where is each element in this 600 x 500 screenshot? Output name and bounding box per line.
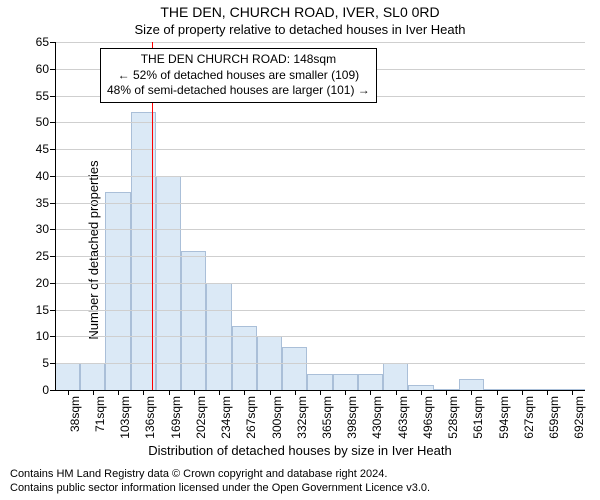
gridline — [55, 256, 585, 257]
xtick-mark — [194, 390, 195, 395]
ytick-label: 10 — [19, 329, 49, 343]
ytick-label: 15 — [19, 303, 49, 317]
xtick-label: 267sqm — [244, 396, 258, 439]
gridline — [55, 229, 585, 230]
xtick-label: 561sqm — [471, 396, 485, 439]
page-subtitle: Size of property relative to detached ho… — [0, 22, 600, 37]
ytick-label: 35 — [19, 196, 49, 210]
ytick-label: 40 — [19, 169, 49, 183]
xtick-mark — [93, 390, 94, 395]
bar — [358, 374, 383, 390]
xtick-label: 398sqm — [345, 396, 359, 439]
xtick-label: 528sqm — [446, 396, 460, 439]
plot-area: 0510152025303540455055606538sqm71sqm103s… — [55, 42, 585, 390]
ytick-label: 20 — [19, 276, 49, 290]
gridline — [55, 336, 585, 337]
ytick-label: 45 — [19, 142, 49, 156]
xtick-mark — [244, 390, 245, 395]
xtick-label: 430sqm — [370, 396, 384, 439]
bar — [232, 326, 257, 390]
ytick-label: 25 — [19, 249, 49, 263]
xtick-mark — [143, 390, 144, 395]
legend-box: THE DEN CHURCH ROAD: 148sqm← 52% of deta… — [100, 48, 377, 103]
bar — [282, 347, 307, 390]
bar — [80, 363, 105, 390]
xtick-label: 365sqm — [320, 396, 334, 439]
xtick-mark — [219, 390, 220, 395]
xtick-label: 463sqm — [396, 396, 410, 439]
attribution-line-1: Contains HM Land Registry data © Crown c… — [10, 468, 387, 480]
attribution-line-2: Contains public sector information licen… — [10, 482, 430, 494]
xtick-mark — [446, 390, 447, 395]
xtick-mark — [547, 390, 548, 395]
bar — [383, 363, 408, 390]
xtick-mark — [572, 390, 573, 395]
bar — [105, 192, 130, 390]
xtick-label: 659sqm — [547, 396, 561, 439]
xtick-label: 234sqm — [219, 396, 233, 439]
xtick-mark — [497, 390, 498, 395]
legend-line-2: ← 52% of detached houses are smaller (10… — [107, 68, 370, 84]
xtick-mark — [522, 390, 523, 395]
xtick-label: 38sqm — [68, 396, 82, 432]
gridline — [55, 203, 585, 204]
xtick-mark — [270, 390, 271, 395]
legend-line-3: 48% of semi-detached houses are larger (… — [107, 83, 370, 99]
xtick-label: 594sqm — [497, 396, 511, 439]
xtick-label: 202sqm — [194, 396, 208, 439]
bar — [307, 374, 332, 390]
bar — [333, 374, 358, 390]
xtick-mark — [471, 390, 472, 395]
xtick-label: 71sqm — [93, 396, 107, 432]
ytick-label: 50 — [19, 115, 49, 129]
xtick-mark — [169, 390, 170, 395]
ytick-label: 30 — [19, 222, 49, 236]
ytick-label: 0 — [19, 383, 49, 397]
ytick-label: 65 — [19, 35, 49, 49]
gridline — [55, 149, 585, 150]
gridline — [55, 122, 585, 123]
xtick-mark — [370, 390, 371, 395]
ytick-label: 60 — [19, 62, 49, 76]
xtick-mark — [118, 390, 119, 395]
xtick-mark — [421, 390, 422, 395]
legend-line-1: THE DEN CHURCH ROAD: 148sqm — [107, 52, 370, 68]
xtick-mark — [345, 390, 346, 395]
ytick-label: 55 — [19, 89, 49, 103]
xtick-mark — [68, 390, 69, 395]
ytick-label: 5 — [19, 356, 49, 370]
gridline — [55, 42, 585, 43]
gridline — [55, 310, 585, 311]
gridline — [55, 363, 585, 364]
y-axis-line — [55, 42, 56, 390]
bar — [459, 379, 484, 390]
xtick-label: 332sqm — [295, 396, 309, 439]
x-axis-label: Distribution of detached houses by size … — [0, 443, 600, 458]
gridline — [55, 283, 585, 284]
xtick-mark — [396, 390, 397, 395]
xtick-label: 496sqm — [421, 396, 435, 439]
ytick-mark — [50, 390, 55, 391]
bar — [55, 363, 80, 390]
xtick-label: 103sqm — [118, 396, 132, 439]
xtick-mark — [295, 390, 296, 395]
xtick-label: 627sqm — [522, 396, 536, 439]
xtick-label: 300sqm — [270, 396, 284, 439]
xtick-label: 169sqm — [169, 396, 183, 439]
gridline — [55, 176, 585, 177]
xtick-label: 692sqm — [572, 396, 586, 439]
chart-container: THE DEN, CHURCH ROAD, IVER, SL0 0RD Size… — [0, 0, 600, 500]
xtick-label: 136sqm — [143, 396, 157, 439]
bar — [181, 251, 206, 390]
xtick-mark — [320, 390, 321, 395]
page-title: THE DEN, CHURCH ROAD, IVER, SL0 0RD — [0, 4, 600, 20]
